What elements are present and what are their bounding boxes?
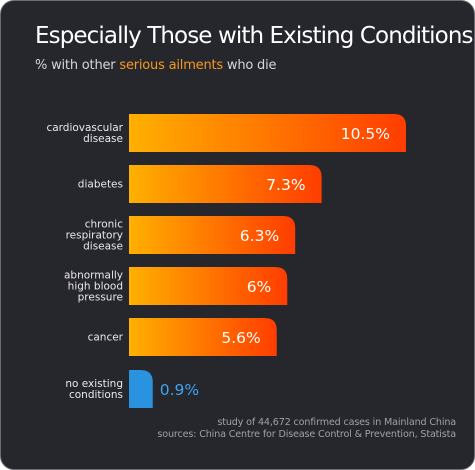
value-label: 5.6% bbox=[221, 329, 260, 347]
subtitle-pre: % with other bbox=[35, 58, 120, 73]
category-label: abnormally high blood pressure bbox=[64, 270, 123, 304]
bar bbox=[129, 165, 322, 203]
bar bbox=[129, 370, 153, 408]
bar bbox=[129, 114, 406, 152]
category-label: no existing conditions bbox=[65, 378, 123, 401]
footer-study-note: study of 44,672 confirmed cases in Mainl… bbox=[217, 417, 456, 428]
value-label: 0.9% bbox=[160, 381, 199, 399]
category-label: cancer bbox=[88, 332, 124, 344]
subtitle-highlight: serious ailments bbox=[119, 58, 223, 73]
bar bbox=[129, 267, 288, 305]
value-label: 6% bbox=[247, 278, 272, 296]
footer-sources: sources: China Centre for Disease Contro… bbox=[157, 428, 456, 440]
chart-subtitle: % with other serious ailments who die bbox=[35, 58, 277, 73]
category-label: cardiovascular disease bbox=[46, 122, 123, 145]
bar bbox=[129, 318, 277, 356]
value-label: 7.3% bbox=[266, 176, 305, 194]
chart-title: Especially Those with Existing Condition… bbox=[35, 23, 474, 49]
bar bbox=[129, 216, 296, 254]
chart-footer: study of 44,672 confirmed cases in Mainl… bbox=[157, 417, 456, 441]
subtitle-post: who die bbox=[222, 58, 277, 73]
value-label: 6.3% bbox=[240, 227, 279, 245]
value-label: 10.5% bbox=[341, 125, 390, 143]
category-label: diabetes bbox=[78, 179, 123, 191]
category-label: chronic respiratory disease bbox=[66, 219, 124, 253]
